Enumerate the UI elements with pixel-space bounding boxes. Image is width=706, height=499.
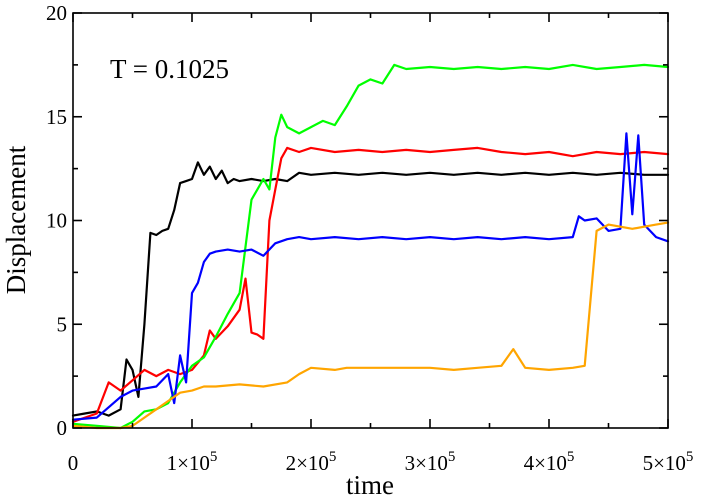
x-tick-exponent: 5 [686,449,694,465]
x-tick-label: 0 [68,451,79,475]
y-tick-label: 10 [46,209,67,233]
x-tick-label: 5×105 [643,449,694,475]
x-tick-label: 3×105 [405,449,456,475]
x-tick-exponent: 5 [329,449,337,465]
series-line-red [71,146,670,423]
x-tick-exponent: 5 [567,449,575,465]
temperature-annotation: T = 0.1025 [110,54,229,84]
y-tick-label: 15 [46,105,67,129]
x-axis-label: time [346,470,394,499]
x-tick-exponent: 5 [210,449,218,465]
x-tick-label: 2×105 [286,449,337,475]
x-tick-label: 4×105 [524,449,575,475]
x-tick-label: 1×105 [167,449,218,475]
tick-layer: 0 1×105 2×105 3×105 4×105 5×105 0 5 10 15 20 [46,1,693,475]
series-layer [71,63,670,430]
series-line-black [71,161,670,417]
y-tick-label: 5 [57,312,68,336]
x-tick-exponent: 5 [448,449,456,465]
y-tick-label: 20 [46,1,67,25]
y-tick-label: 0 [57,416,68,440]
series-line-blue [71,132,670,421]
y-axis-label: Displacement [1,145,31,294]
series-line-orange [71,221,670,430]
